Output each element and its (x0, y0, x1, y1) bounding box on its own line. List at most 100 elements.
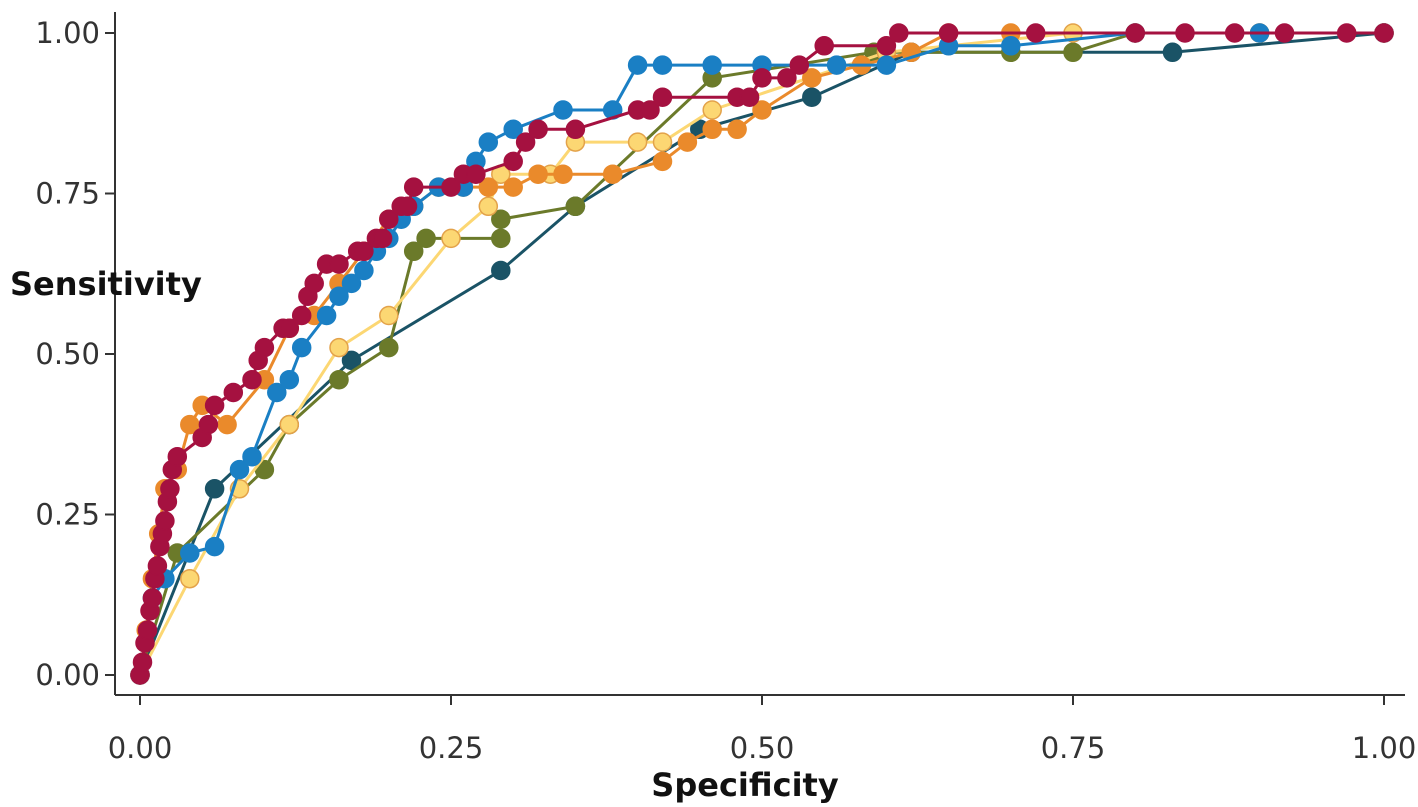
roc-point (491, 209, 511, 229)
roc-point (938, 23, 959, 43)
roc-point (403, 241, 424, 262)
roc-point (503, 119, 523, 140)
roc-point (329, 369, 349, 390)
roc-point (267, 382, 287, 403)
y-axis-title: Sensitivity (10, 265, 202, 303)
roc-point (702, 55, 722, 75)
x-tick-label: 0.50 (730, 731, 795, 765)
roc-point (379, 305, 399, 326)
roc-point (341, 273, 362, 294)
roc-point (441, 177, 461, 197)
roc-point (1025, 23, 1046, 43)
roc-point (329, 254, 349, 274)
roc-point (503, 177, 523, 197)
roc-point (160, 479, 180, 499)
roc-point (316, 305, 337, 326)
roc-point (441, 228, 461, 249)
roc-point (180, 568, 200, 589)
y-tick-label: 0.75 (35, 177, 100, 211)
roc-point (652, 151, 673, 172)
roc-point (242, 446, 262, 467)
roc-point (652, 55, 673, 75)
roc-point (876, 55, 897, 75)
roc-point (727, 119, 747, 140)
y-tick-label: 0.25 (35, 498, 100, 532)
roc-point (553, 164, 573, 184)
x-tick-label: 0.75 (1041, 731, 1106, 765)
roc-point (677, 132, 698, 152)
roc-point (403, 177, 424, 197)
roc-point (491, 228, 511, 249)
roc-point (204, 536, 225, 557)
roc-point (1374, 23, 1394, 43)
y-tick-label: 1.00 (35, 16, 100, 50)
roc-series-3 (130, 23, 1394, 685)
roc-point (640, 100, 660, 120)
roc-curve-line (138, 31, 1384, 676)
roc-point (1125, 23, 1145, 43)
roc-point (528, 119, 548, 140)
roc-point (814, 36, 834, 56)
roc-point (702, 119, 722, 140)
roc-point (372, 228, 393, 249)
roc-point (789, 55, 810, 75)
roc-series-2 (130, 23, 1394, 685)
roc-series-6 (130, 23, 1394, 685)
roc-point (379, 209, 399, 229)
roc-point (291, 305, 312, 326)
roc-point (379, 337, 399, 358)
y-axis-ticks: 0.00 0.25 0.50 0.75 1.00 (35, 16, 115, 692)
roc-point (279, 369, 300, 390)
roc-point (1063, 42, 1083, 63)
roc-curve-line (138, 31, 1384, 676)
roc-point (155, 511, 175, 531)
y-tick-label: 0.00 (35, 658, 100, 692)
roc-point (478, 196, 499, 217)
roc-point (397, 196, 418, 217)
x-tick-label: 1.00 (1352, 731, 1417, 765)
roc-curve-line (138, 31, 1384, 676)
roc-point (752, 68, 772, 88)
roc-point (279, 318, 300, 339)
roc-point (167, 446, 188, 467)
roc-point (876, 36, 897, 56)
roc-point (565, 119, 586, 140)
roc-series-5 (130, 23, 1394, 685)
x-tick-label: 0.25 (419, 731, 484, 765)
roc-point (702, 100, 722, 120)
roc-curve-line (138, 31, 1384, 676)
roc-point (602, 164, 623, 184)
roc-point (279, 414, 300, 435)
roc-curve-line (138, 31, 1384, 676)
roc-point (553, 100, 573, 120)
roc-point (137, 620, 158, 640)
roc-point (515, 132, 536, 152)
roc-point (132, 652, 153, 672)
roc-point (254, 337, 275, 358)
roc-point (180, 543, 200, 563)
roc-point (329, 337, 349, 358)
roc-point (478, 132, 499, 152)
x-axis-title: Specificity (651, 766, 839, 804)
roc-point (416, 228, 436, 249)
roc-point (565, 196, 586, 217)
roc-point (204, 479, 225, 499)
roc-point (826, 55, 847, 75)
roc-point (1274, 23, 1295, 43)
roc-point (802, 87, 822, 107)
x-tick-label: 0.00 (108, 731, 173, 765)
roc-point (242, 369, 262, 390)
roc-point (291, 337, 312, 358)
y-tick-label: 0.50 (35, 337, 100, 371)
roc-point (466, 164, 486, 184)
roc-series-4 (130, 23, 1394, 685)
roc-point (478, 177, 499, 197)
roc-point (229, 459, 250, 480)
roc-point (147, 556, 168, 576)
roc-point (217, 414, 237, 435)
roc-point (1224, 23, 1245, 43)
roc-curve-line (138, 31, 1385, 676)
roc-point (198, 414, 219, 435)
roc-point (223, 382, 244, 403)
